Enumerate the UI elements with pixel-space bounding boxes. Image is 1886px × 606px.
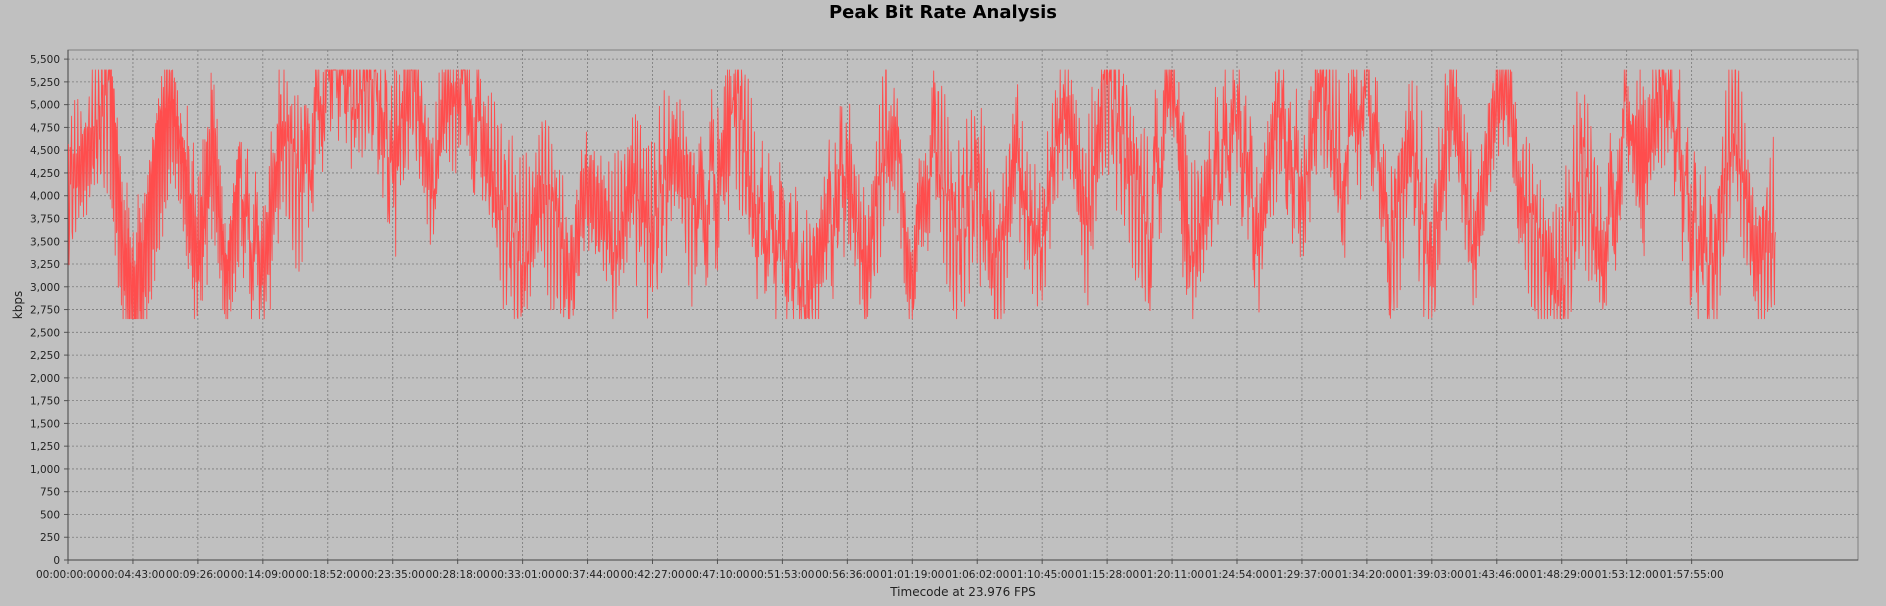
- bitrate-series-line: [67, 69, 1776, 320]
- x-tick-label: 00:09:26:00: [166, 569, 230, 581]
- y-axis-title: kbps: [11, 291, 25, 319]
- y-tick-label: 750: [40, 487, 60, 499]
- x-tick-label: 01:53:12:00: [1595, 569, 1659, 581]
- x-tick-label: 00:23:35:00: [361, 569, 425, 581]
- x-tick-label: 00:42:27:00: [620, 569, 684, 581]
- y-tick-label: 1,750: [30, 396, 60, 408]
- x-tick-label: 00:18:52:00: [296, 569, 360, 581]
- x-tick-label: 00:00:00:00: [36, 569, 100, 581]
- y-tick-label: 2,000: [30, 373, 60, 385]
- chart-title: Peak Bit Rate Analysis: [828, 2, 1058, 23]
- x-tick-label: 01:39:03:00: [1400, 569, 1464, 581]
- x-axis-title: Timecode at 23.976 FPS: [889, 585, 1036, 599]
- y-tick-label: 4,500: [30, 145, 60, 157]
- y-tick-label: 3,500: [30, 236, 60, 248]
- x-tick-label: 00:51:53:00: [750, 569, 814, 581]
- x-tick-label: 00:37:44:00: [556, 569, 620, 581]
- x-tick-label: 01:15:28:00: [1075, 569, 1139, 581]
- x-tick-label: 01:06:02:00: [945, 569, 1009, 581]
- x-tick-label: 00:04:43:00: [101, 569, 165, 581]
- plot-area: [67, 49, 1859, 561]
- y-tick-label: 250: [40, 532, 60, 544]
- y-tick-label: 3,750: [30, 213, 60, 225]
- y-tick-label: 4,750: [30, 122, 60, 134]
- y-tick-label: 5,250: [30, 77, 60, 89]
- x-tick-label: 00:28:18:00: [426, 569, 490, 581]
- y-tick-label: 2,250: [30, 350, 60, 362]
- x-tick-label: 01:43:46:00: [1465, 569, 1529, 581]
- x-tick-label: 01:20:11:00: [1140, 569, 1204, 581]
- y-tick-label: 4,250: [30, 168, 60, 180]
- y-tick-label: 5,500: [30, 54, 60, 66]
- y-tick-label: 3,000: [30, 282, 60, 294]
- x-tick-label: 01:57:55:00: [1660, 569, 1724, 581]
- x-tick-label: 01:48:29:00: [1530, 569, 1594, 581]
- y-tick-label: 500: [40, 509, 60, 521]
- x-tick-label: 01:29:37:00: [1270, 569, 1334, 581]
- x-tick-label: 00:56:36:00: [815, 569, 879, 581]
- y-tick-label: 4,000: [30, 191, 60, 203]
- x-tick-label: 00:14:09:00: [231, 569, 295, 581]
- y-tick-label: 5,000: [30, 100, 60, 112]
- y-tick-label: 2,500: [30, 327, 60, 339]
- y-tick-label: 1,250: [30, 441, 60, 453]
- x-tick-label: 00:47:10:00: [685, 569, 749, 581]
- y-tick-label: 3,250: [30, 259, 60, 271]
- x-tick-label: 01:34:20:00: [1335, 569, 1399, 581]
- x-tick-label: 01:24:54:00: [1205, 569, 1269, 581]
- x-tick-label: 01:01:19:00: [880, 569, 944, 581]
- y-tick-label: 0: [53, 555, 60, 567]
- y-tick-label: 1,500: [30, 418, 60, 430]
- x-tick-label: 00:33:01:00: [491, 569, 555, 581]
- y-tick-label: 2,750: [30, 305, 60, 317]
- y-tick-label: 1,000: [30, 464, 60, 476]
- x-tick-label: 01:10:45:00: [1010, 569, 1074, 581]
